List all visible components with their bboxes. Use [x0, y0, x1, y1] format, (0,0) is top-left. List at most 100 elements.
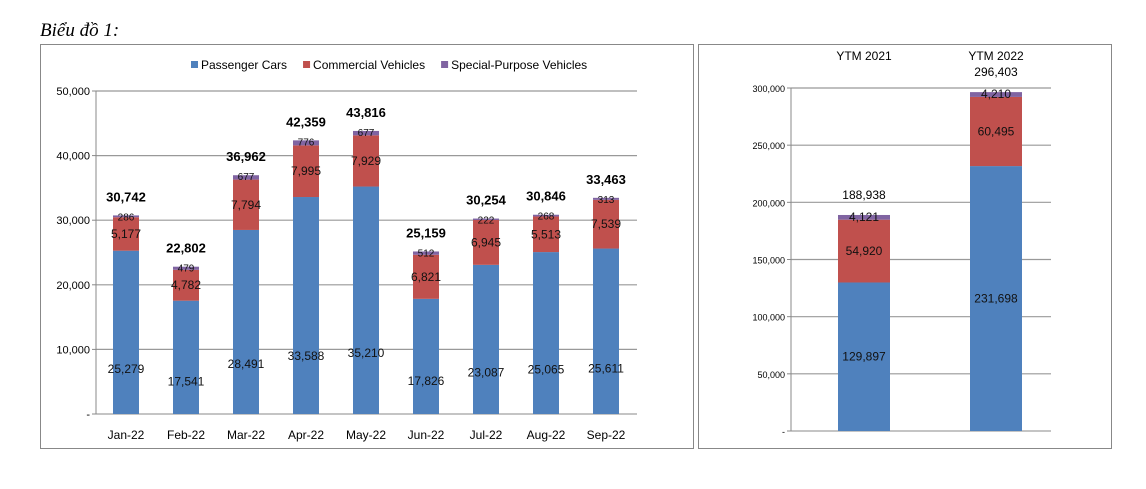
total-label: 30,254	[466, 193, 507, 208]
data-label: 4,121	[849, 210, 879, 224]
legend-label: Commercial Vehicles	[313, 58, 425, 72]
data-label: 512	[418, 248, 435, 259]
y-tick-label: 50,000	[757, 370, 785, 380]
y-tick-label: 30,000	[56, 215, 90, 227]
bar-commercial-vehicles	[970, 96, 1022, 167]
total-label: 42,359	[286, 114, 326, 129]
data-label: 28,491	[228, 357, 265, 371]
legend-label: Passenger Cars	[201, 58, 287, 72]
legend-label: Special-Purpose Vehicles	[451, 58, 587, 72]
data-label: 4,210	[981, 87, 1011, 101]
legend-swatch	[441, 61, 449, 68]
total-label: 36,962	[226, 149, 266, 164]
data-label: 479	[178, 264, 195, 275]
data-label: 7,539	[591, 217, 621, 231]
bar-commercial-vehicles	[473, 219, 499, 265]
monthly-sales-chart: - 10,000 20,000 30,000 40,000 50,000 25,279 5,1…	[40, 44, 694, 449]
bar-passenger-cars	[173, 300, 199, 414]
y-tick-label: 200,000	[752, 198, 785, 208]
total-label: 43,816	[346, 105, 386, 120]
y-tick-label: 100,000	[752, 313, 785, 323]
bar-commercial-vehicles	[533, 216, 559, 253]
y-tick-label: 50,000	[56, 86, 90, 98]
data-label: 231,698	[974, 292, 1018, 306]
data-label: 677	[358, 128, 375, 139]
bar-passenger-cars	[970, 166, 1022, 431]
bar-passenger-cars	[593, 248, 619, 414]
data-label: 35,210	[348, 346, 385, 360]
y-tick-label: 20,000	[56, 280, 90, 292]
data-label: 17,541	[168, 375, 205, 389]
data-label: 268	[538, 212, 555, 223]
legend-swatch	[191, 61, 198, 68]
bar-special-purpose-vehicles	[293, 140, 319, 146]
category-header: YTM 2021	[836, 49, 892, 63]
x-tick-label: Aug-22	[527, 428, 566, 442]
data-label: 60,495	[978, 125, 1015, 139]
total-label: 22,802	[166, 241, 206, 256]
data-label: 6,821	[411, 270, 441, 284]
total-label: 188,938	[842, 188, 886, 202]
data-label: 286	[118, 212, 135, 223]
y-tick-label: 10,000	[56, 344, 90, 356]
bar-special-purpose-vehicles	[533, 214, 559, 217]
y-tick-label: -	[86, 409, 90, 421]
bar-special-purpose-vehicles	[233, 175, 259, 180]
bar-commercial-vehicles	[233, 179, 259, 230]
bar-special-purpose-vehicles	[593, 197, 619, 200]
data-label: 5,513	[531, 227, 561, 241]
total-label: 25,159	[406, 225, 446, 240]
bar-commercial-vehicles	[838, 219, 890, 283]
data-label: 4,782	[171, 278, 201, 292]
bar-commercial-vehicles	[413, 254, 439, 299]
y-tick-label: 300,000	[752, 84, 785, 94]
bar-passenger-cars	[838, 282, 890, 431]
data-label: 33,588	[288, 349, 325, 363]
data-label: 222	[478, 216, 495, 227]
bar-commercial-vehicles	[173, 269, 199, 301]
bar-special-purpose-vehicles	[838, 214, 890, 220]
y-tick-label: 40,000	[56, 151, 90, 163]
y-tick-label: -	[782, 427, 785, 437]
bar-special-purpose-vehicles	[353, 130, 379, 136]
bar-special-purpose-vehicles	[173, 266, 199, 270]
data-label: 776	[298, 137, 315, 148]
x-tick-label: Feb-22	[167, 428, 205, 442]
bar-passenger-cars	[353, 186, 379, 414]
data-label: 17,826	[408, 374, 445, 388]
bar-special-purpose-vehicles	[473, 218, 499, 220]
data-label: 7,995	[291, 164, 321, 178]
bar-commercial-vehicles	[293, 145, 319, 198]
data-label: 54,920	[846, 244, 883, 258]
data-label: 23,087	[468, 366, 505, 380]
x-tick-label: Mar-22	[227, 428, 265, 442]
bar-special-purpose-vehicles	[970, 92, 1022, 97]
legend-swatch	[303, 61, 311, 68]
data-label: 677	[238, 172, 255, 183]
total-label: 296,403	[974, 65, 1018, 79]
data-label: 25,279	[108, 362, 145, 376]
bar-passenger-cars	[533, 252, 559, 414]
data-label: 313	[598, 195, 615, 206]
data-label: 6,945	[471, 235, 501, 249]
figure-caption: Biểu đồ 1:	[40, 20, 120, 41]
bar-special-purpose-vehicles	[113, 215, 139, 218]
total-label: 33,463	[586, 172, 626, 187]
bar-commercial-vehicles	[113, 217, 139, 251]
data-label: 25,611	[588, 362, 624, 376]
x-tick-label: Jul-22	[470, 428, 503, 442]
x-tick-label: Jun-22	[408, 428, 445, 442]
y-tick-label: 250,000	[752, 141, 785, 151]
data-label: 7,929	[351, 154, 381, 168]
bar-passenger-cars	[233, 229, 259, 414]
x-tick-label: May-22	[346, 428, 386, 442]
x-tick-label: Sep-22	[587, 428, 626, 442]
bar-passenger-cars	[413, 298, 439, 414]
x-tick-label: Apr-22	[288, 428, 324, 442]
data-label: 7,794	[231, 198, 261, 212]
bar-special-purpose-vehicles	[413, 251, 439, 255]
x-tick-label: Jan-22	[108, 428, 145, 442]
total-label: 30,742	[106, 189, 146, 204]
data-label: 25,065	[528, 363, 565, 377]
data-label: 129,897	[842, 350, 886, 364]
